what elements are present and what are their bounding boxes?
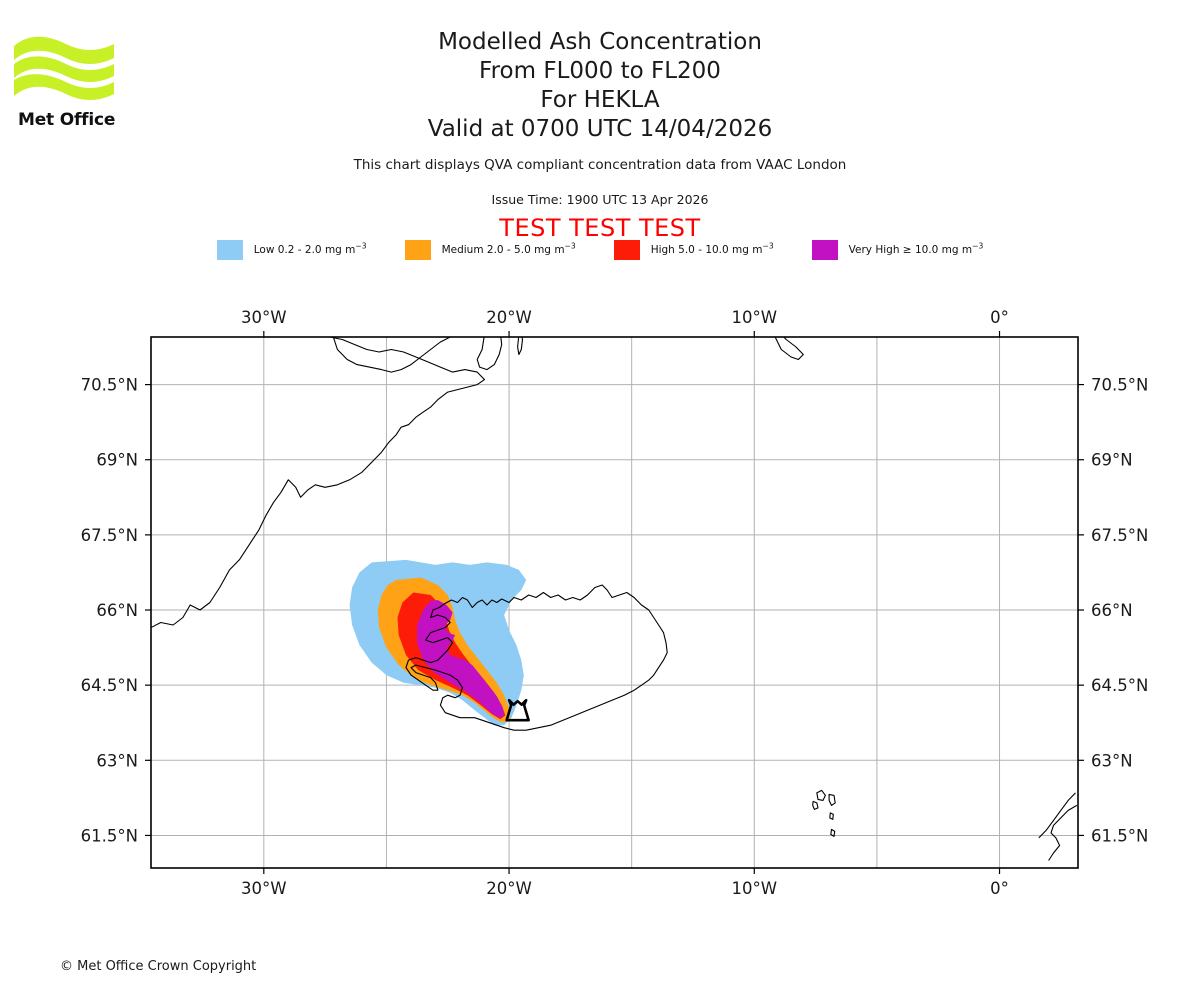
legend-item-very-high: Very High ≥ 10.0 mg m−3: [811, 240, 984, 260]
legend-swatch-medium: [404, 240, 431, 260]
met-office-logo: Met Office: [10, 22, 130, 130]
coastline-jan-mayen: [774, 337, 804, 361]
legend-item-medium: Medium 2.0 - 5.0 mg m−3: [404, 240, 614, 260]
title-line-4: Valid at 0700 UTC 14/04/2026: [427, 116, 773, 142]
lat-tick-right-2: 67.5°N: [1091, 526, 1148, 545]
lon-tick-bottom-0: 30°W: [241, 879, 287, 898]
test-banner: TEST TEST TEST: [499, 214, 701, 242]
lat-tick-right-5: 63°N: [1091, 751, 1133, 770]
lat-tick-left-1: 69°N: [96, 451, 138, 470]
lat-tick-right-0: 70.5°N: [1091, 376, 1148, 395]
coastline-faroe-2: [828, 793, 836, 806]
lat-tick-right-6: 61.5°N: [1091, 826, 1148, 845]
copyright-notice: © Met Office Crown Copyright: [60, 959, 257, 974]
map-axis-labels: 30°W 30°W 20°W 20°W 10°W 10°W 0° 0° 70.5°N 70.5°N…: [81, 308, 1149, 898]
concentration-legend: Low 0.2 - 2.0 mg m−3 Medium 2.0 - 5.0 mg…: [0, 240, 1200, 260]
title-line-1: Modelled Ash Concentration: [438, 29, 762, 55]
title-line-2: From FL000 to FL200: [479, 58, 721, 84]
lat-tick-left-2: 67.5°N: [81, 526, 138, 545]
logo-wordmark: Met Office: [18, 110, 116, 130]
lat-tick-left-3: 66°N: [96, 601, 138, 620]
coastline-greenland: [151, 337, 486, 629]
legend-item-low: Low 0.2 - 2.0 mg m−3: [216, 240, 405, 260]
map-coastlines: [151, 337, 1078, 861]
legend-item-high: High 5.0 - 10.0 mg m−3: [613, 240, 812, 260]
coastline-norway-south: [1048, 804, 1078, 861]
lon-tick-top-1: 20°W: [486, 308, 532, 327]
legend-swatch-very-high: [811, 240, 838, 260]
legend-swatch-high: [613, 240, 640, 260]
lat-tick-left-5: 63°N: [96, 751, 138, 770]
legend-label-very-high: Very High ≥ 10.0 mg m−3: [848, 241, 984, 256]
coastline-faroe-3: [812, 800, 819, 810]
lat-tick-left-6: 61.5°N: [81, 826, 138, 845]
coastline-iceland: [405, 584, 668, 731]
lon-tick-top-3: 0°: [990, 308, 1009, 327]
chart-subtitle: This chart displays QVA compliant concen…: [353, 157, 847, 173]
lat-tick-left-4: 64.5°N: [81, 676, 138, 695]
lon-tick-top-0: 30°W: [241, 308, 287, 327]
coastline-faroe-4: [829, 812, 834, 820]
coastline-greenland-island: [476, 337, 503, 371]
lat-tick-left-0: 70.5°N: [81, 376, 138, 395]
volcano-marker-hekla: [505, 698, 530, 722]
coastline-faroe-5: [830, 828, 836, 837]
logo-waves-icon: [14, 36, 114, 100]
issue-time: Issue Time: 1900 UTC 13 Apr 2026: [491, 192, 709, 207]
lat-tick-right-1: 69°N: [1091, 451, 1133, 470]
legend-label-medium: Medium 2.0 - 5.0 mg m−3: [441, 241, 576, 256]
map-gridlines: [151, 337, 1078, 868]
lat-tick-right-3: 66°N: [1091, 601, 1133, 620]
lon-tick-bottom-1: 20°W: [486, 879, 532, 898]
lat-tick-right-4: 64.5°N: [1091, 676, 1148, 695]
legend-label-high: High 5.0 - 10.0 mg m−3: [650, 241, 774, 256]
map-frame: [150, 336, 1079, 869]
lon-tick-bottom-2: 10°W: [732, 879, 778, 898]
coastline-greenland-inner: [332, 337, 453, 373]
legend-swatch-low: [216, 240, 243, 260]
legend-label-low: Low 0.2 - 2.0 mg m−3: [253, 241, 367, 256]
coastline-greenland-islet: [517, 337, 524, 356]
lon-tick-bottom-3: 0°: [990, 879, 1009, 898]
lon-tick-top-2: 10°W: [732, 308, 778, 327]
title-line-3: For HEKLA: [540, 87, 660, 113]
page-title: Modelled Ash Concentration From FL000 to…: [0, 28, 1200, 144]
coastline-faroe-1: [816, 789, 826, 801]
coastline-norway: [1038, 792, 1076, 839]
